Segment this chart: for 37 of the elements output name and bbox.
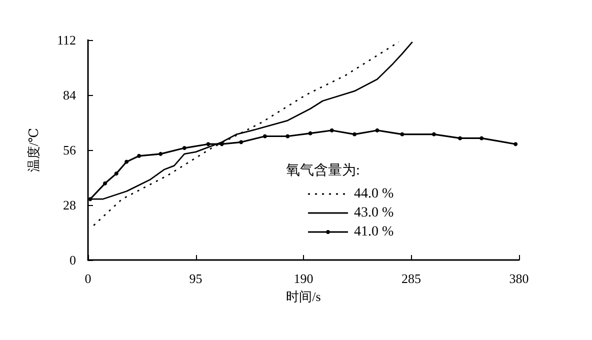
point [286, 134, 290, 138]
point [182, 146, 186, 150]
point [432, 132, 436, 136]
point [124, 160, 129, 164]
point [480, 136, 484, 140]
legend-label: 43.0 % [354, 206, 394, 220]
point [375, 128, 380, 132]
x-tick-label: 380 [509, 271, 529, 286]
x-axis-title: 时间/s [286, 289, 321, 304]
legend-label: 41.0 % [354, 224, 394, 240]
point [262, 134, 267, 138]
point [239, 140, 244, 144]
point [103, 181, 108, 186]
point [514, 142, 518, 146]
y-tick-label: 56 [63, 142, 76, 158]
x-tick-label: 95 [189, 271, 202, 286]
point [114, 172, 118, 176]
point [137, 154, 142, 158]
x-tick-label: 0 [84, 271, 92, 286]
y-tick-label: 28 [63, 198, 76, 212]
point [400, 132, 404, 136]
x-tick-label: 190 [294, 271, 314, 286]
x-tick-label: 285 [402, 271, 421, 286]
point [330, 128, 334, 132]
legend-label: 44.0 % [354, 186, 394, 202]
point [308, 131, 312, 136]
point [158, 152, 163, 156]
y-axis-title: 温度/℃ [26, 128, 41, 172]
legend-title: 氧气含量为: [286, 162, 360, 178]
y-tick-label: 84 [63, 88, 76, 102]
y-tick-label: 112 [56, 32, 76, 48]
point [352, 132, 357, 136]
point [458, 136, 462, 140]
y-tick-label: 0 [70, 252, 76, 268]
point [220, 142, 224, 146]
point [206, 142, 210, 146]
point [88, 197, 92, 202]
